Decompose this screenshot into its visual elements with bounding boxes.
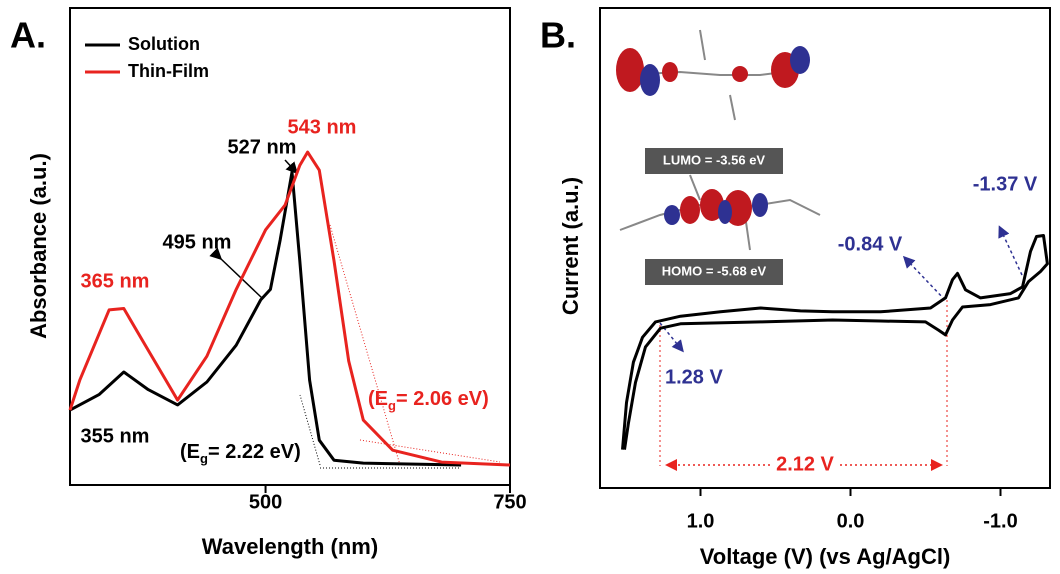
annotation-subscript: g [200, 451, 208, 466]
panel-label: B. [540, 15, 576, 56]
y-axis-label: Absorbance (a.u.) [26, 153, 51, 339]
arrow [285, 160, 296, 172]
annotation: 365 nm [81, 270, 150, 292]
annotation-part: (E [180, 441, 200, 463]
tangent [330, 225, 400, 465]
annotation-part: = 2.06 eV) [396, 388, 489, 410]
annotation: -0.84 V [838, 233, 903, 255]
arrow [905, 258, 945, 300]
annotation: HOMO = -5.68 eV [662, 263, 767, 278]
annotation: 495 nm [163, 231, 232, 253]
annotation: 543 nm [288, 116, 357, 138]
annotation: 1.28 V [665, 366, 723, 388]
annotation: 527 nm [228, 136, 297, 158]
y-axis-label: Current (a.u.) [558, 177, 583, 315]
annotation: 355 nm [81, 425, 150, 447]
annotation-part: (E [368, 388, 388, 410]
legend-label: Solution [128, 34, 200, 54]
x-tick-label: 750 [493, 491, 526, 513]
x-tick-label: 1.0 [687, 510, 715, 532]
annotation-part: = 2.22 eV) [208, 441, 301, 463]
molecule-lumo [616, 30, 810, 120]
x-axis-label: Wavelength (nm) [202, 534, 378, 559]
annotation: LUMO = -3.56 eV [663, 152, 766, 167]
x-tick-label: 0.0 [837, 510, 865, 532]
arrow [1000, 228, 1022, 275]
panel-label: A. [10, 15, 46, 56]
annotation: 2.12 V [776, 453, 834, 475]
series-line [70, 152, 510, 465]
legend-label: Thin-Film [128, 61, 209, 81]
annotation: (Eg= 2.06 eV) [368, 388, 489, 413]
annotation-subscript: g [388, 398, 396, 413]
annotation: (Eg= 2.22 eV) [180, 441, 301, 466]
annotation: -1.37 V [973, 173, 1038, 195]
x-tick-label: -1.0 [983, 510, 1017, 532]
figure: A. Wavelength (nm) Absorbance (a.u.) 500 750… [0, 0, 1060, 574]
x-tick-label: 500 [249, 491, 282, 513]
x-axis-label: Voltage (V) (vs Ag/AgCl) [700, 544, 951, 569]
molecule-homo [620, 175, 820, 250]
